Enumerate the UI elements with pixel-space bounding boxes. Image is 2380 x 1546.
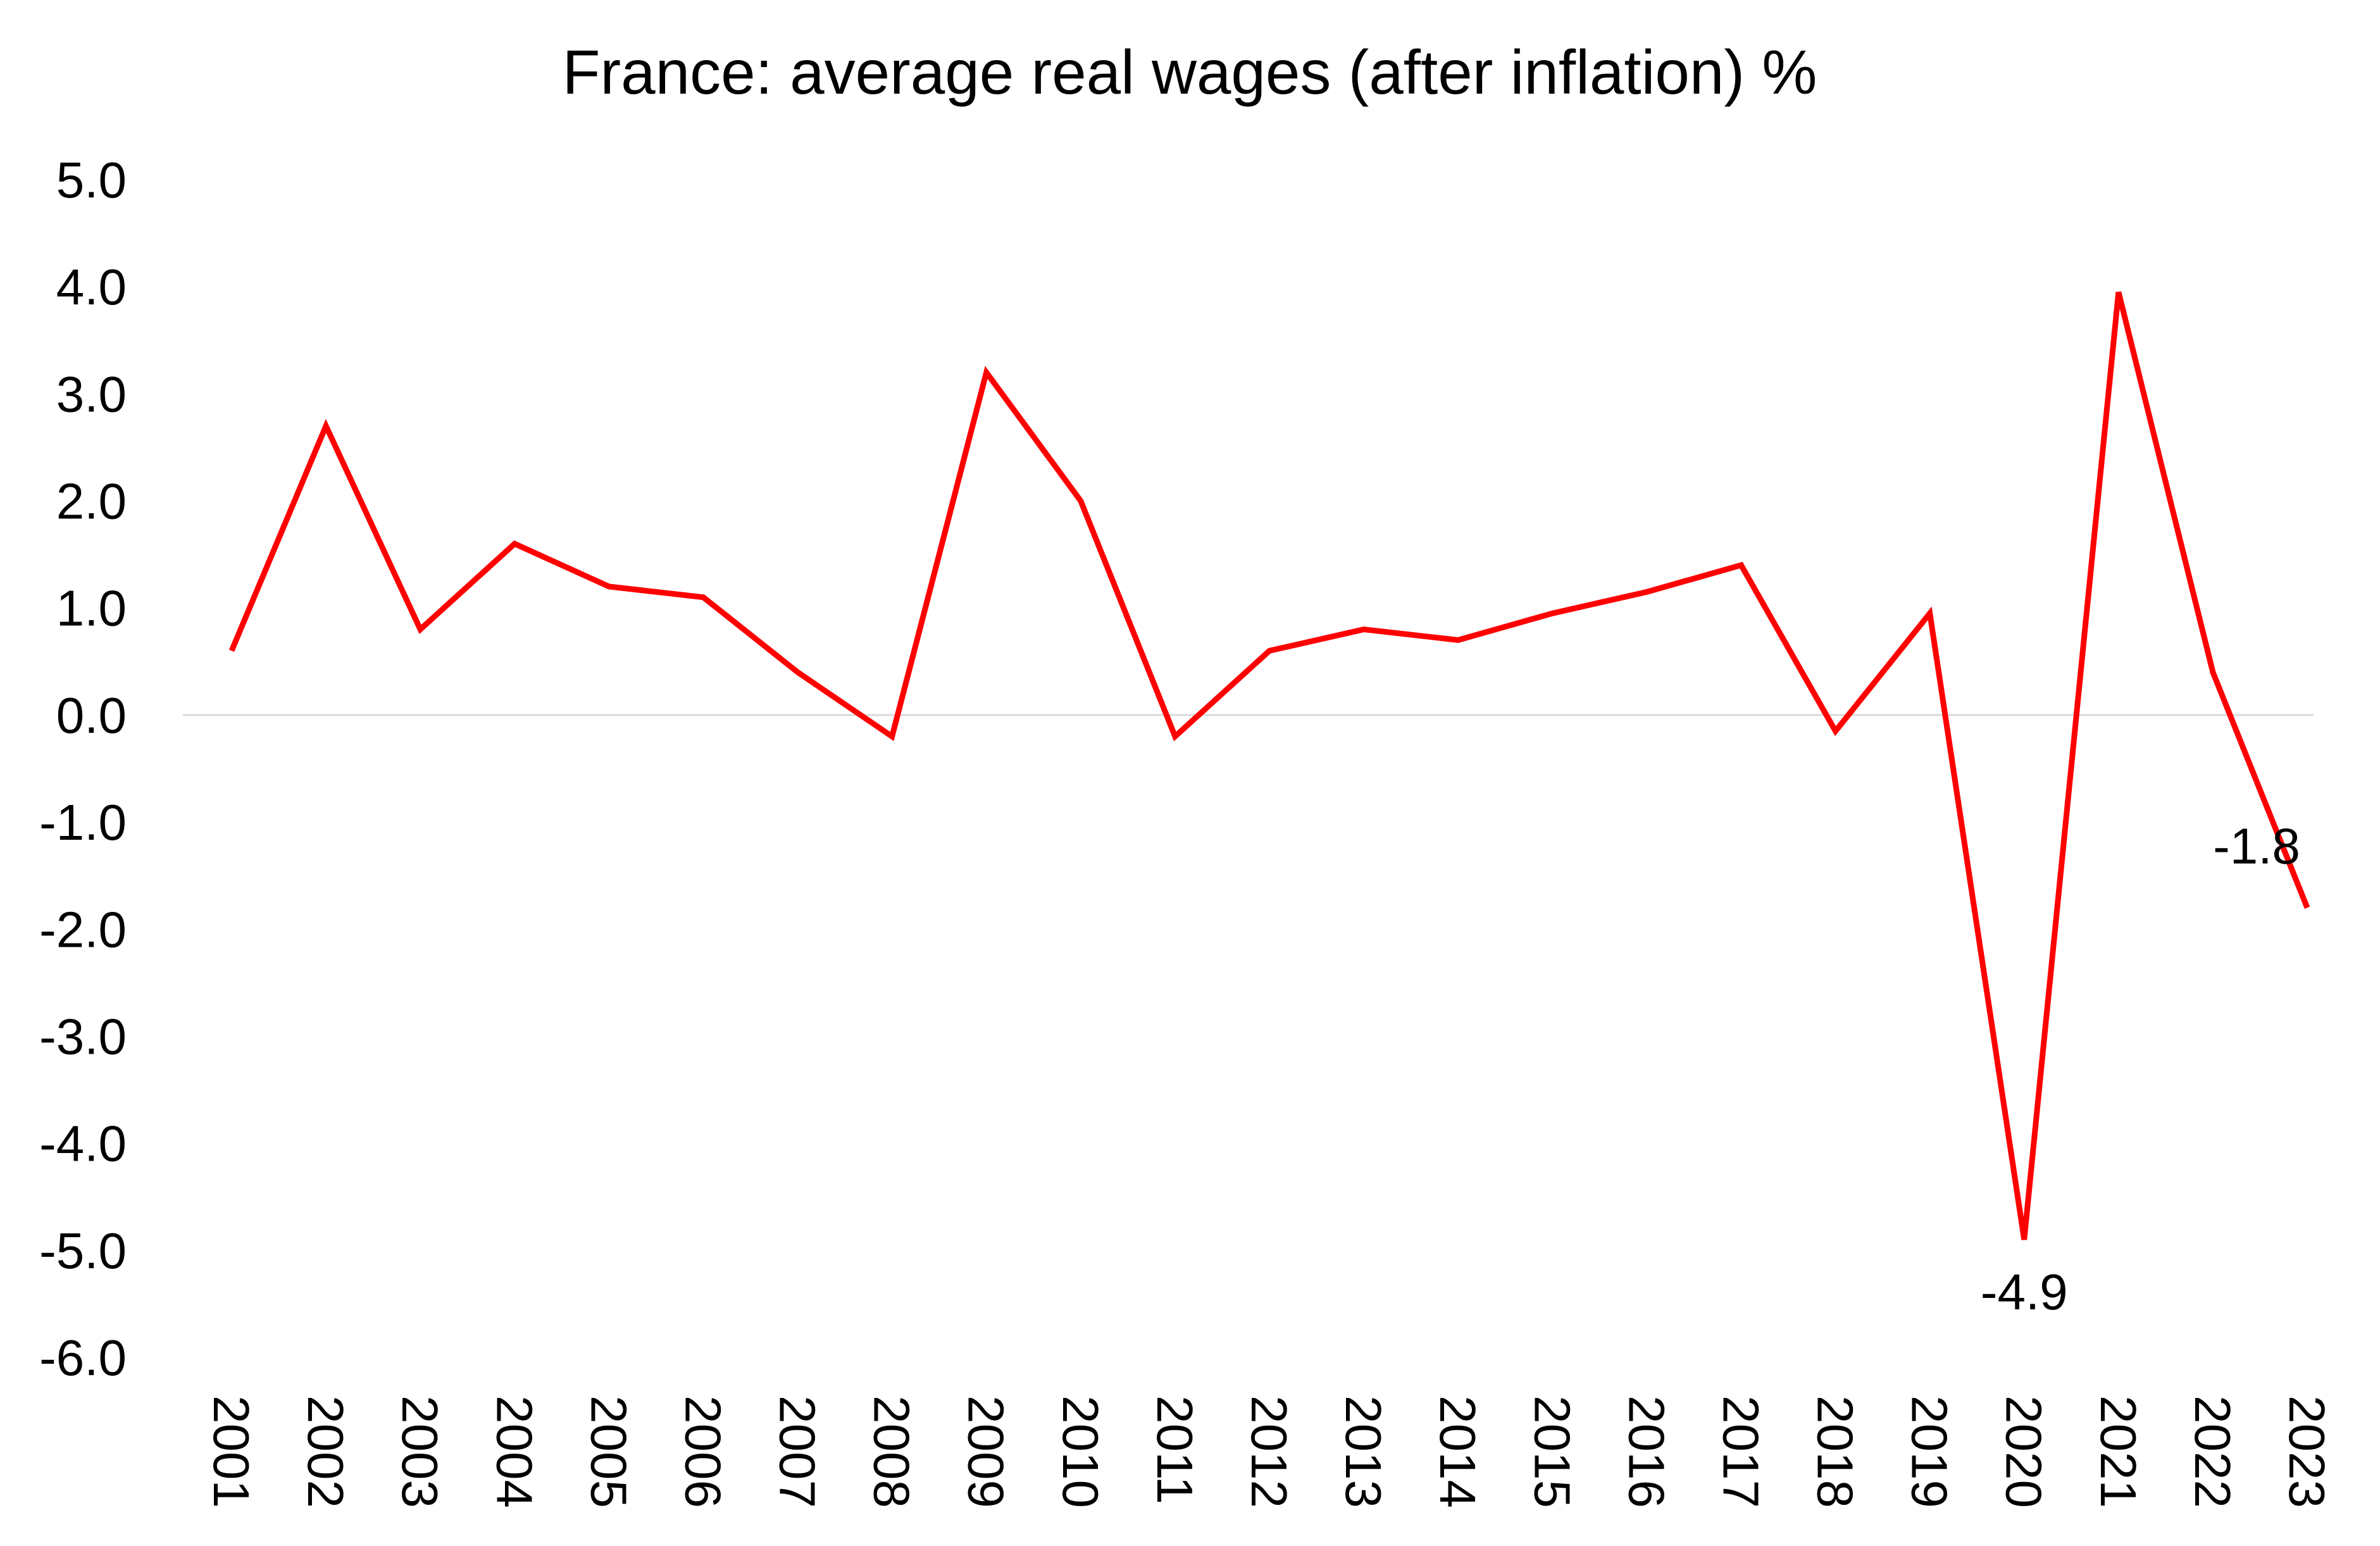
x-tick-label: 2018 <box>1807 1395 1864 1508</box>
y-tick-label: 0.0 <box>56 687 127 744</box>
x-tick-label: 2009 <box>958 1395 1014 1508</box>
x-tick-label: 2008 <box>864 1395 920 1508</box>
x-axis: 2001 2002 2003 2004 2005 2006 2007 2008 2009 2010… <box>203 1395 2335 1508</box>
x-tick-label: 2023 <box>2279 1395 2335 1508</box>
y-tick-label: -2.0 <box>39 901 127 957</box>
y-tick-label: 5.0 <box>56 152 127 208</box>
series-line <box>228 291 2310 1240</box>
y-tick-label: -5.0 <box>39 1223 127 1279</box>
x-tick-label: 2011 <box>1147 1395 1203 1504</box>
x-tick-label: 2010 <box>1052 1395 1109 1508</box>
x-tick-label: 2007 <box>769 1395 826 1508</box>
x-tick-label: 2004 <box>486 1395 542 1508</box>
x-tick-label: 2002 <box>297 1395 354 1508</box>
x-tick-label: 2015 <box>1524 1395 1580 1508</box>
data-label: -4.9 <box>1981 1264 2068 1320</box>
x-tick-label: 2001 <box>203 1395 259 1508</box>
y-tick-label: 4.0 <box>56 259 127 315</box>
x-tick-label: 2021 <box>2090 1395 2146 1508</box>
y-tick-label: -1.0 <box>39 794 127 851</box>
data-label: -1.8 <box>2213 818 2300 874</box>
x-tick-label: 2022 <box>2184 1395 2241 1508</box>
y-tick-label: -3.0 <box>39 1008 127 1064</box>
x-tick-label: 2003 <box>392 1395 448 1508</box>
data-labels: -4.9 -1.8 <box>1981 818 2300 1319</box>
y-tick-label: 2.0 <box>56 473 127 530</box>
x-tick-label: 2013 <box>1335 1395 1392 1508</box>
x-tick-label: 2014 <box>1430 1395 1486 1508</box>
x-tick-label: 2012 <box>1241 1395 1297 1508</box>
x-tick-label: 2020 <box>1996 1395 2052 1508</box>
y-tick-label: 3.0 <box>56 366 127 422</box>
x-tick-label: 2005 <box>580 1395 637 1508</box>
x-tick-label: 2019 <box>1902 1395 1958 1508</box>
x-tick-label: 2017 <box>1712 1395 1769 1508</box>
y-tick-label: 1.0 <box>56 580 127 637</box>
y-axis: 5.0 4.0 3.0 2.0 1.0 0.0 -1.0 -2.0 -3.0 -4.0 -5.0 -6… <box>39 152 127 1386</box>
x-tick-label: 2016 <box>1618 1395 1674 1508</box>
x-tick-label: 2006 <box>675 1395 731 1508</box>
series <box>228 291 2310 1240</box>
y-tick-label: -6.0 <box>39 1330 127 1386</box>
y-tick-label: -4.0 <box>39 1116 127 1172</box>
chart-title: France: average real wages (after inflat… <box>563 37 1817 107</box>
